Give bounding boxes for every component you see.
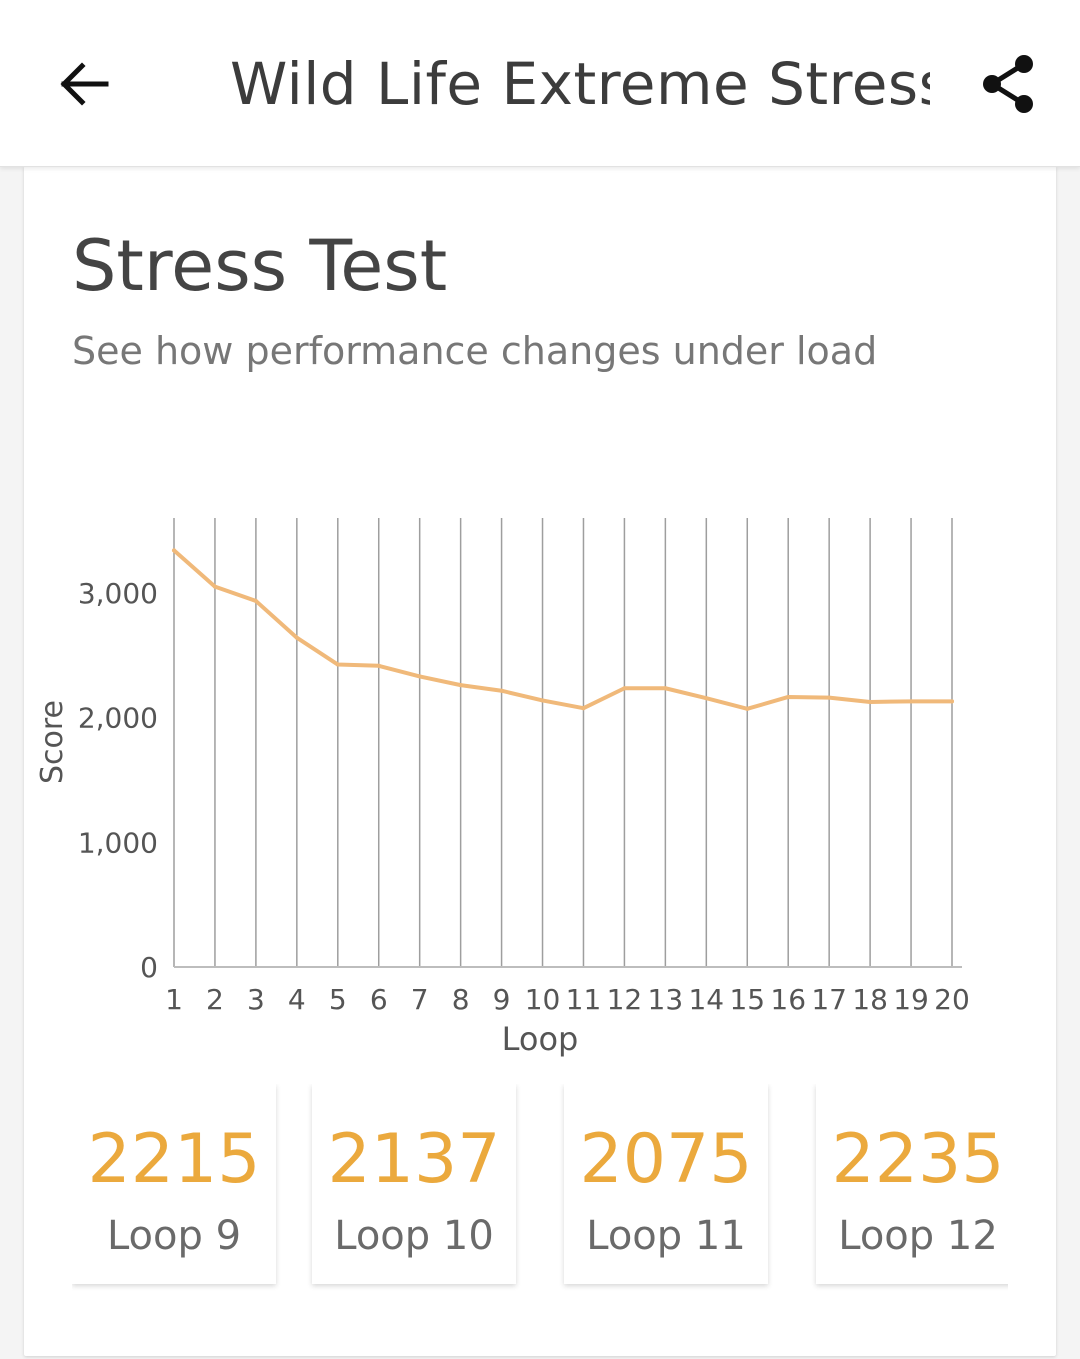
data-point [294, 635, 299, 640]
x-tick-label: 17 [811, 983, 847, 1016]
loop-score-tile[interactable]: 2075 Loop 11 [564, 1084, 768, 1284]
x-tick-label: 13 [648, 983, 684, 1016]
y-tick-label: 1,000 [78, 826, 158, 859]
y-tick-label: 2,000 [78, 702, 158, 735]
data-point [827, 695, 832, 700]
data-point [745, 706, 750, 711]
x-tick-label: 6 [370, 983, 388, 1016]
data-point [868, 699, 873, 704]
data-point [499, 688, 504, 693]
loop-score-value: 2215 [87, 1120, 261, 1199]
loop-score-list[interactable]: 2215 Loop 9 2137 Loop 10 2075 Loop 11 2235 Loop… [72, 1084, 1008, 1296]
stress-test-card: Stress Test See how performance changes … [24, 166, 1056, 1356]
loop-score-tile[interactable]: 2215 Loop 9 [72, 1084, 276, 1284]
data-point [335, 662, 340, 667]
x-tick-label: 19 [893, 983, 929, 1016]
loop-score-label: Loop 12 [838, 1213, 998, 1259]
x-tick-label: 20 [934, 983, 970, 1016]
chart-axes: 1 2 3 4 5 6 7 8 9 10 11 12 13 14 15 16 17 18 19 2001,0002,0… [78, 577, 970, 1016]
data-point [581, 706, 586, 711]
data-point [376, 663, 381, 668]
back-arrow-icon [60, 62, 109, 106]
loop-score-tile[interactable]: 2235 Loop 12 [816, 1084, 1008, 1284]
data-point [950, 699, 954, 704]
data-point [212, 584, 217, 589]
data-point [540, 698, 545, 703]
data-point [172, 548, 176, 553]
page-title: Wild Life Extreme Stress... [230, 50, 930, 118]
data-point [253, 598, 258, 603]
x-axis-label: Loop [502, 1020, 579, 1058]
x-tick-label: 9 [493, 983, 511, 1016]
data-point [786, 694, 791, 699]
x-tick-label: 14 [688, 983, 724, 1016]
data-point [622, 686, 627, 691]
x-tick-label: 8 [452, 983, 470, 1016]
card-title: Stress Test [72, 225, 448, 307]
x-tick-label: 18 [852, 983, 888, 1016]
loop-score-label: Loop 11 [586, 1213, 746, 1259]
x-tick-label: 15 [729, 983, 765, 1016]
y-axis-label: Score [35, 700, 70, 784]
loop-score-label: Loop 9 [106, 1213, 242, 1259]
y-tick-label: 3,000 [78, 577, 158, 610]
x-tick-label: 1 [165, 983, 183, 1016]
chart-series [172, 548, 954, 711]
stress-test-chart: 1 2 3 4 5 6 7 8 9 10 11 12 13 14 15 16 17 18 19 2001,0002,0… [35, 518, 970, 1058]
x-tick-label: 12 [607, 983, 643, 1016]
y-tick-label: 0 [140, 951, 158, 984]
x-tick-label: 4 [288, 983, 306, 1016]
loop-score-value: 2075 [579, 1120, 753, 1199]
x-tick-label: 10 [525, 983, 561, 1016]
loop-score-label: Loop 10 [334, 1213, 494, 1259]
loop-score-value: 2137 [327, 1120, 501, 1199]
card-subtitle: See how performance changes under load [72, 329, 878, 373]
loop-score-value: 2235 [831, 1120, 1005, 1199]
back-button[interactable] [44, 44, 124, 124]
data-point [663, 686, 668, 691]
x-tick-label: 3 [247, 983, 265, 1016]
data-point [704, 696, 709, 701]
app-bar: Wild Life Extreme Stress... [0, 0, 1080, 167]
share-icon [983, 55, 1033, 113]
x-tick-label: 5 [329, 983, 347, 1016]
x-tick-label: 2 [206, 983, 224, 1016]
data-point [458, 683, 463, 688]
x-tick-label: 16 [770, 983, 806, 1016]
x-tick-label: 11 [566, 983, 602, 1016]
share-button[interactable] [968, 44, 1048, 124]
chart-grid [173, 518, 953, 967]
data-point [909, 699, 914, 704]
loop-score-tile[interactable]: 2137 Loop 10 [312, 1084, 516, 1284]
series-line [172, 548, 954, 711]
data-point [417, 674, 422, 679]
x-tick-label: 7 [411, 983, 429, 1016]
